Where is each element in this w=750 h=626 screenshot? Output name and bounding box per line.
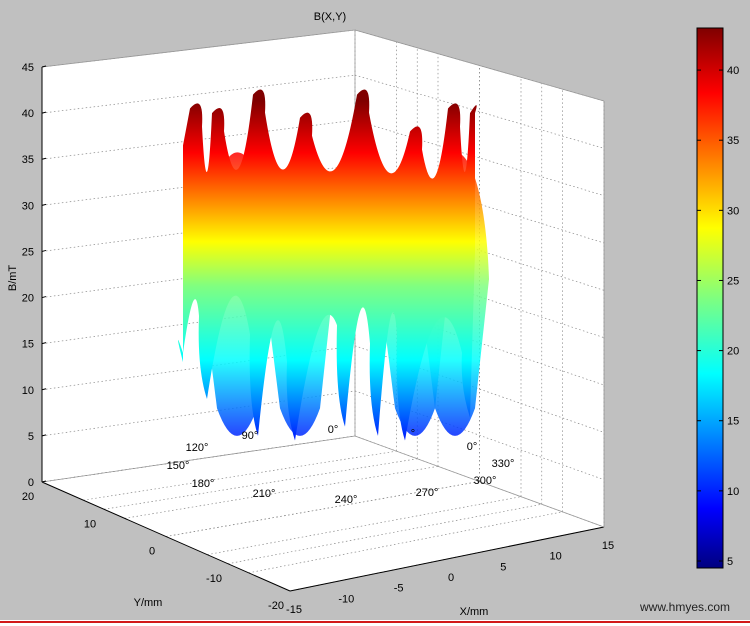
angle-annotation: 90°: [242, 430, 259, 442]
y-gridline: [165, 481, 480, 537]
x-tick-label: -10: [338, 593, 354, 605]
colorbar: 5 10 15 20 25 30 35 40: [696, 27, 739, 569]
x-tick-label: 0: [448, 572, 454, 584]
angle-annotation: 150°: [167, 460, 190, 472]
z-tick-label: 5: [28, 431, 34, 443]
angle-annotation: 0°: [467, 441, 478, 453]
z-tick: [41, 249, 47, 252]
z-tick: [41, 434, 47, 437]
colorbar-gradient: [696, 27, 724, 569]
x-tick-label: 5: [500, 561, 506, 573]
surface-lobe: [203, 152, 271, 436]
z-gridline: [41, 210, 356, 252]
z-axis-label: B/mT: [7, 265, 19, 292]
z-gridline: [41, 164, 356, 206]
x-gridline: [83, 450, 397, 501]
z-tick: [41, 65, 47, 68]
z-tick-label: 40: [22, 108, 34, 120]
z-gridline: [41, 345, 356, 391]
angle-annotation: 330°: [492, 458, 515, 470]
x-tick-label: 10: [550, 551, 562, 563]
x-gridline: [207, 496, 522, 556]
x-tick-label: 15: [602, 540, 614, 552]
z-tick-label: 30: [22, 200, 34, 212]
watermark: www.hmyes.com: [640, 600, 731, 614]
surface-plot: [178, 89, 489, 441]
y-tick-label: 0: [149, 546, 155, 558]
y-tick-label: 10: [84, 518, 96, 530]
box-edge: [41, 435, 356, 483]
z-gridline: [354, 164, 605, 244]
z-gridline: [41, 390, 356, 437]
z-tick: [41, 388, 47, 391]
z-tick-label: 45: [22, 62, 34, 74]
colorbar-tick-label: 10: [727, 486, 739, 498]
accent-line: [0, 621, 750, 623]
angle-annotation: °: [411, 428, 415, 440]
z-tick: [41, 157, 47, 160]
z-gridline: [41, 255, 356, 298]
box-edge: [354, 435, 605, 528]
x-axis-label: X/mm: [460, 606, 489, 618]
z-gridline: [354, 74, 605, 149]
z-tick: [41, 296, 47, 299]
colorbar-tick-label: 5: [727, 556, 733, 568]
chart-title: B(X,Y): [314, 11, 346, 23]
axis-line-y: [41, 481, 291, 592]
z-tick-label: 20: [22, 293, 34, 305]
angle-annotation: 0°: [328, 424, 339, 436]
colorbar-tick-label: 20: [727, 346, 739, 358]
z-gridline: [41, 300, 356, 345]
y-gridline: [103, 458, 418, 510]
colorbar-tick-label: 30: [727, 205, 739, 217]
colorbar-tick-label: 35: [727, 135, 739, 147]
y-tick-label: 20: [22, 491, 34, 503]
y-axis-label: Y/mm: [134, 597, 163, 609]
z-tick: [41, 203, 47, 206]
angle-annotation: 210°: [253, 488, 276, 500]
z-tick-label: 35: [22, 154, 34, 166]
z-tick-label: 10: [22, 385, 34, 397]
x-tick-label: -5: [394, 583, 404, 595]
z-gridline: [41, 119, 356, 160]
colorbar-tick-label: 15: [727, 416, 739, 428]
box-edge: [354, 29, 605, 102]
z-gridline: [41, 74, 356, 114]
axis-line-x: [289, 526, 605, 592]
angle-annotation: 120°: [186, 442, 209, 454]
z-tick: [41, 480, 47, 483]
z-tick-label: 0: [28, 477, 34, 489]
angle-annotation: 180°: [192, 478, 215, 490]
colorbar-tick-label: 40: [727, 65, 739, 77]
z-tick: [41, 111, 47, 114]
surface-lobe: [266, 179, 334, 436]
x-gridline: [248, 511, 563, 574]
z-tick: [41, 342, 47, 345]
angle-annotation: 300°: [474, 475, 497, 487]
x-gridline: [124, 465, 439, 519]
floor-plane: [42, 436, 604, 591]
z-tick-label: 25: [22, 246, 34, 258]
angle-annotation: 240°: [335, 494, 358, 506]
angle-annotation: 270°: [416, 487, 439, 499]
colorbar-tick-label: 25: [727, 275, 739, 287]
y-tick-label: -20: [268, 600, 284, 612]
surface-lobe: [421, 152, 489, 436]
y-tick-label: -10: [206, 573, 222, 585]
x-tick-label: -15: [286, 604, 302, 616]
z-tick-label: 15: [22, 339, 34, 351]
y-gridline: [227, 503, 542, 565]
box-edge: [41, 29, 356, 68]
